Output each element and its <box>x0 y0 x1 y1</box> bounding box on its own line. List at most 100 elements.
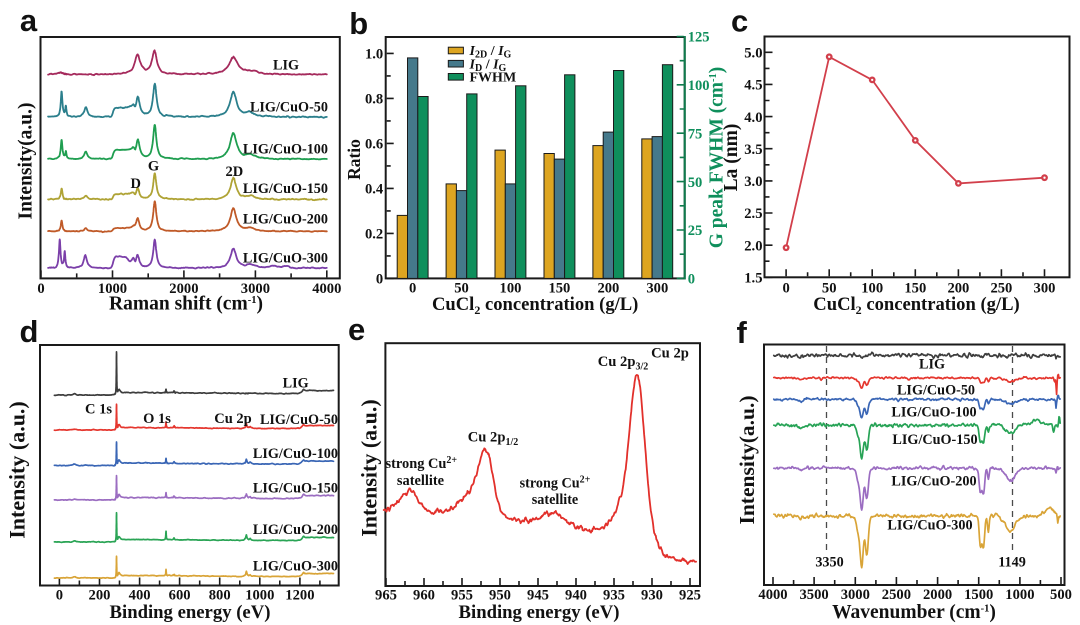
svg-text:940: 940 <box>565 588 587 604</box>
svg-text:200: 200 <box>947 281 969 297</box>
svg-text:935: 935 <box>603 588 625 604</box>
svg-text:LIG: LIG <box>919 357 945 373</box>
svg-text:1.5: 1.5 <box>744 271 762 287</box>
svg-text:4.0: 4.0 <box>744 110 762 126</box>
svg-text:0: 0 <box>409 281 416 297</box>
svg-text:3350: 3350 <box>815 555 843 571</box>
svg-text:0.6: 0.6 <box>365 137 383 153</box>
svg-text:satellite: satellite <box>532 492 578 508</box>
svg-text:0: 0 <box>37 281 44 297</box>
svg-text:3500: 3500 <box>800 587 829 603</box>
svg-text:Cu 2p3/2: Cu 2p3/2 <box>598 354 649 373</box>
svg-text:e: e <box>348 312 365 347</box>
svg-text:400: 400 <box>129 588 151 604</box>
svg-text:4000: 4000 <box>312 281 341 297</box>
svg-text:LIG: LIG <box>283 376 309 392</box>
svg-text:c: c <box>731 4 748 39</box>
svg-text:Ratio: Ratio <box>344 139 364 180</box>
svg-text:La (nm): La (nm) <box>721 124 742 192</box>
svg-text:1000: 1000 <box>1005 587 1034 603</box>
svg-text:2000: 2000 <box>169 281 198 297</box>
svg-text:strong Cu2+: strong Cu2+ <box>385 455 457 472</box>
svg-text:O 1s: O 1s <box>143 411 171 427</box>
svg-text:1149: 1149 <box>998 555 1026 571</box>
svg-text:LIG/CuO-200: LIG/CuO-200 <box>243 212 328 228</box>
svg-text:50: 50 <box>454 281 469 297</box>
svg-text:d: d <box>20 314 39 349</box>
svg-text:50: 50 <box>822 281 837 297</box>
svg-text:1000: 1000 <box>98 281 127 297</box>
svg-text:75: 75 <box>688 126 703 142</box>
svg-text:300: 300 <box>646 281 668 297</box>
svg-text:G: G <box>148 159 159 175</box>
svg-text:Intensity(a.u.): Intensity(a.u.) <box>735 395 759 524</box>
svg-text:0.8: 0.8 <box>365 92 383 108</box>
svg-text:2D: 2D <box>226 164 244 180</box>
svg-text:3000: 3000 <box>241 281 270 297</box>
svg-text:960: 960 <box>413 588 435 604</box>
svg-text:25: 25 <box>688 223 703 239</box>
svg-text:3000: 3000 <box>841 587 870 603</box>
svg-text:1500: 1500 <box>964 587 993 603</box>
svg-text:CuCl2 concentration (g/L): CuCl2 concentration (g/L) <box>813 294 1019 317</box>
svg-text:965: 965 <box>375 588 397 604</box>
svg-text:Intensity (a.u.): Intensity (a.u.) <box>5 401 30 539</box>
svg-text:100: 100 <box>500 281 522 297</box>
svg-text:5.0: 5.0 <box>744 46 762 62</box>
svg-text:955: 955 <box>451 588 473 604</box>
svg-text:2000: 2000 <box>923 587 952 603</box>
svg-text:125: 125 <box>688 30 710 46</box>
svg-text:4000: 4000 <box>758 587 787 603</box>
svg-text:2.0: 2.0 <box>744 238 762 254</box>
svg-text:930: 930 <box>641 588 663 604</box>
svg-text:Cu 2p: Cu 2p <box>214 411 251 427</box>
svg-text:200: 200 <box>89 588 111 604</box>
svg-text:f: f <box>737 315 748 350</box>
svg-text:FWHM: FWHM <box>470 70 517 85</box>
svg-text:LIG/CuO-200: LIG/CuO-200 <box>253 522 338 538</box>
svg-text:Binding energy (eV): Binding energy (eV) <box>459 602 620 623</box>
svg-text:Intensity(a.u.): Intensity(a.u.) <box>16 102 37 219</box>
svg-text:LIG/CuO-150: LIG/CuO-150 <box>243 181 328 197</box>
svg-text:LIG/CuO-100: LIG/CuO-100 <box>243 141 328 157</box>
svg-text:0: 0 <box>782 281 789 297</box>
svg-text:100: 100 <box>688 78 710 94</box>
svg-text:LIG/CuO-50: LIG/CuO-50 <box>897 383 975 399</box>
svg-text:800: 800 <box>209 588 231 604</box>
svg-text:LIG/CuO-150: LIG/CuO-150 <box>253 481 338 497</box>
svg-text:50: 50 <box>688 175 703 191</box>
svg-text:2500: 2500 <box>882 587 911 603</box>
svg-text:C 1s: C 1s <box>85 402 112 418</box>
svg-text:G peak FWHM (cm-1): G peak FWHM (cm-1) <box>707 67 728 249</box>
svg-text:LIG/CuO-100: LIG/CuO-100 <box>253 446 338 462</box>
svg-text:1.0: 1.0 <box>365 47 383 63</box>
svg-text:0: 0 <box>688 272 695 288</box>
svg-text:200: 200 <box>597 281 619 297</box>
svg-text:4.5: 4.5 <box>744 78 762 94</box>
svg-text:150: 150 <box>548 281 570 297</box>
svg-text:Cu 2p: Cu 2p <box>651 346 689 362</box>
svg-text:600: 600 <box>169 588 191 604</box>
svg-text:a: a <box>20 3 38 38</box>
svg-text:150: 150 <box>904 281 926 297</box>
svg-text:LIG/CuO-100: LIG/CuO-100 <box>891 405 976 421</box>
svg-text:LIG/CuO-50: LIG/CuO-50 <box>260 412 338 428</box>
svg-text:100: 100 <box>861 281 883 297</box>
svg-text:945: 945 <box>527 588 549 604</box>
svg-text:950: 950 <box>489 588 511 604</box>
svg-text:I2D / IG: I2D / IG <box>469 44 512 61</box>
svg-text:0: 0 <box>56 588 63 604</box>
svg-text:LIG/CuO-300: LIG/CuO-300 <box>887 518 972 534</box>
svg-text:LIG/CuO-50: LIG/CuO-50 <box>250 99 328 115</box>
svg-text:D: D <box>131 176 141 192</box>
svg-text:strong Cu2+: strong Cu2+ <box>520 475 591 492</box>
svg-text:500: 500 <box>1050 587 1072 603</box>
svg-text:300: 300 <box>1034 281 1056 297</box>
svg-text:CuCl2 concentration (g/L): CuCl2 concentration (g/L) <box>432 294 638 317</box>
svg-text:LIG/CuO-300: LIG/CuO-300 <box>253 559 338 575</box>
svg-text:Wavenumber (cm-1): Wavenumber (cm-1) <box>832 602 996 623</box>
svg-text:0.4: 0.4 <box>365 182 384 198</box>
svg-text:Intensity (a.u.): Intensity (a.u.) <box>357 399 382 537</box>
svg-text:925: 925 <box>679 588 701 604</box>
svg-text:1000: 1000 <box>245 588 274 604</box>
